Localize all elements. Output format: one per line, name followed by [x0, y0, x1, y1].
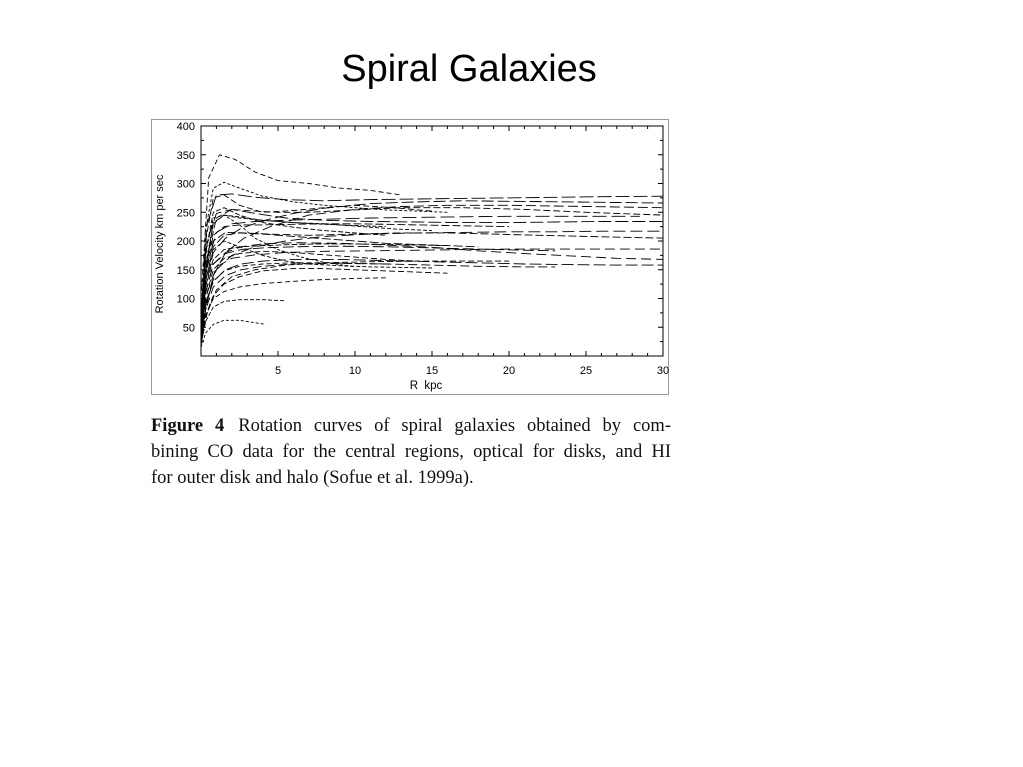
- rotation-curve-figure: 5 10 15 20 25 30 50 100 150 200 250 300 350 400 Rotat…: [151, 119, 669, 395]
- rotation-curve-20: [200, 260, 509, 345]
- slide-title: Spiral Galaxies: [341, 48, 597, 90]
- y-tick-label: 300: [177, 179, 195, 191]
- rotation-curve-21: [200, 240, 433, 334]
- y-tick-label: 150: [177, 265, 195, 277]
- rotation-curve-1: [200, 194, 433, 322]
- rotation-curve-14: [200, 299, 286, 345]
- rotation-curve-28: [200, 214, 356, 328]
- rotation-curve-23: [200, 262, 386, 342]
- caption-line-1: Figure 4 Rotation curves of spiral galaxi…: [151, 413, 671, 439]
- x-tick-label: 20: [503, 365, 515, 377]
- x-tick-label: 30: [657, 365, 669, 377]
- x-tick-label: 5: [275, 365, 281, 377]
- rotation-curve-7: [200, 231, 664, 334]
- rotation-curve-12: [200, 250, 417, 339]
- rotation-curve-5: [200, 204, 664, 345]
- rotation-curve-3: [200, 154, 402, 299]
- rotation-curve-13: [200, 319, 266, 348]
- x-tick-label: 15: [426, 365, 438, 377]
- rotation-curve-4: [200, 200, 664, 339]
- figure-caption: Figure 4 Rotation curves of spiral galaxi…: [151, 413, 671, 491]
- rotation-curve-25: [200, 208, 663, 322]
- rotation-curve-11: [200, 207, 386, 328]
- rotation-curve-26: [200, 230, 663, 339]
- rotation-curve-18: [200, 262, 556, 345]
- rotation-curve-chart: 5 10 15 20 25 30 50 100 150 200 250 300 350 400 Rotat…: [154, 121, 669, 392]
- y-tick-label: 100: [177, 294, 195, 306]
- rotation-curve-31: [200, 232, 479, 336]
- figure-label: Figure 4: [151, 416, 225, 436]
- y-tick-label: 50: [183, 322, 195, 334]
- rotation-curve-6: [200, 207, 664, 328]
- rotation-curve-19: [200, 248, 663, 339]
- y-tick-label: 400: [177, 121, 195, 133]
- x-axis-label: R kpc: [410, 380, 443, 392]
- rotation-curve-22: [200, 243, 448, 336]
- y-tick-label: 250: [177, 207, 195, 219]
- rotation-curve-27: [200, 214, 386, 331]
- caption-line-2: bining CO data for the central regions, …: [151, 442, 671, 462]
- rotation-curve-10: [200, 181, 448, 322]
- rotation-curve-15: [200, 277, 386, 342]
- x-tick-label: 10: [349, 365, 361, 377]
- y-tick-label: 200: [177, 236, 195, 248]
- y-axis-label: Rotation Velocity km per sec: [154, 174, 166, 313]
- caption-line-3: for outer disk and halo (Sofue et al. 19…: [151, 468, 474, 488]
- rotation-curve-24: [200, 223, 510, 334]
- plot-area-frame: [200, 125, 664, 357]
- rotation-curve-29: [200, 193, 664, 316]
- x-tick-label: 25: [580, 365, 592, 377]
- y-tick-label: 350: [177, 150, 195, 162]
- rotation-curve-30: [200, 268, 448, 345]
- caption-text: Rotation curves of spiral galaxies obtai…: [238, 416, 671, 436]
